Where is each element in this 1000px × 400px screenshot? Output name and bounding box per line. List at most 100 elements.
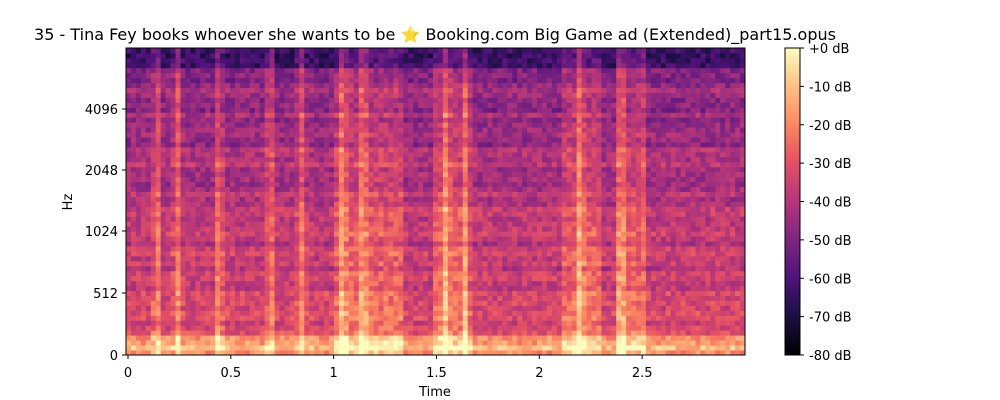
- heatmap-cell: [274, 48, 280, 54]
- heatmap-cell: [338, 300, 345, 306]
- heatmap-cell: [383, 191, 389, 197]
- heatmap-cell: [413, 107, 419, 113]
- heatmap-cell: [497, 241, 503, 247]
- heatmap-cell: [447, 171, 454, 178]
- heatmap-cell: [457, 300, 464, 306]
- heatmap-cell: [155, 325, 162, 331]
- heatmap-cell: [403, 325, 409, 331]
- heatmap-cell: [353, 92, 360, 98]
- heatmap-cell: [413, 350, 419, 355]
- heatmap-cell: [160, 216, 167, 222]
- heatmap-cell: [368, 201, 374, 207]
- heatmap-cell: [140, 127, 147, 133]
- heatmap-cell: [502, 216, 508, 222]
- heatmap-cell: [522, 285, 528, 292]
- heatmap-cell: [234, 186, 241, 192]
- heatmap-cell: [373, 142, 379, 148]
- heatmap-cell: [457, 196, 464, 202]
- heatmap-cell: [299, 305, 305, 311]
- heatmap-cell: [135, 142, 142, 148]
- heatmap-cell: [289, 241, 295, 247]
- heatmap-cell: [319, 340, 325, 346]
- heatmap-cell: [135, 112, 142, 118]
- heatmap-cell: [140, 112, 147, 118]
- heatmap-cell: [215, 280, 221, 287]
- heatmap-cell: [462, 166, 469, 173]
- heatmap-cell: [343, 255, 350, 262]
- heatmap-cell: [398, 290, 404, 296]
- heatmap-cell: [477, 67, 483, 74]
- heatmap-cell: [492, 231, 498, 237]
- heatmap-cell: [457, 62, 464, 69]
- heatmap-cell: [452, 236, 459, 242]
- heatmap-cell: [343, 57, 350, 64]
- heatmap-cell: [150, 82, 157, 89]
- heatmap-cell: [215, 97, 221, 103]
- heatmap-cell: [284, 320, 290, 326]
- heatmap-cell: [383, 216, 389, 222]
- heatmap-cell: [145, 255, 152, 262]
- heatmap-cell: [353, 147, 360, 153]
- heatmap-cell: [145, 87, 152, 93]
- heatmap-cell: [314, 117, 320, 123]
- heatmap-cell: [130, 345, 137, 351]
- heatmap-cell: [512, 290, 518, 296]
- heatmap-cell: [497, 320, 503, 326]
- heatmap-cell: [497, 48, 503, 54]
- heatmap-cell: [140, 176, 147, 183]
- heatmap-cell: [428, 156, 434, 163]
- heatmap-cell: [343, 67, 350, 74]
- heatmap-cell: [314, 151, 320, 158]
- heatmap-cell: [507, 246, 513, 252]
- heatmap-cell: [264, 246, 271, 252]
- heatmap-cell: [497, 310, 503, 316]
- heatmap-cell: [398, 300, 404, 306]
- heatmap-cell: [225, 305, 231, 311]
- heatmap-cell: [135, 265, 142, 272]
- heatmap-cell: [160, 310, 167, 316]
- heatmap-cell: [259, 320, 266, 326]
- heatmap-cell: [190, 251, 196, 257]
- heatmap-cell: [408, 48, 414, 54]
- heatmap-cell: [284, 171, 290, 178]
- heatmap-cell: [205, 102, 211, 108]
- heatmap-cell: [126, 280, 132, 287]
- heatmap-cell: [467, 147, 474, 153]
- heatmap-cell: [126, 132, 132, 138]
- heatmap-cell: [304, 151, 310, 158]
- heatmap-cell: [190, 72, 196, 79]
- heatmap-cell: [289, 117, 295, 123]
- heatmap-cell: [229, 315, 236, 321]
- heatmap-cell: [477, 122, 483, 128]
- heatmap-cell: [274, 241, 280, 247]
- heatmap-cell: [467, 251, 474, 257]
- heatmap-cell: [160, 226, 167, 232]
- heatmap-cell: [180, 206, 186, 212]
- heatmap-cell: [487, 226, 493, 232]
- heatmap-cell: [160, 236, 167, 242]
- heatmap-cell: [126, 216, 132, 222]
- heatmap-cell: [517, 107, 523, 113]
- heatmap-cell: [353, 156, 360, 163]
- heatmap-cell: [368, 122, 374, 128]
- heatmap-cell: [220, 246, 226, 252]
- heatmap-cell: [304, 206, 310, 212]
- heatmap-cell: [234, 315, 241, 321]
- heatmap-cell: [304, 77, 310, 84]
- heatmap-cell: [299, 280, 305, 287]
- heatmap-cell: [522, 241, 528, 247]
- heatmap-cell: [442, 132, 449, 138]
- heatmap-cell: [333, 226, 340, 232]
- heatmap-cell: [130, 206, 137, 212]
- heatmap-cell: [319, 241, 325, 247]
- heatmap-cell: [477, 137, 483, 143]
- heatmap-cell: [274, 62, 280, 69]
- heatmap-cell: [433, 176, 439, 183]
- heatmap-cell: [195, 255, 201, 262]
- heatmap-cell: [333, 122, 340, 128]
- heatmap-cell: [234, 92, 241, 98]
- heatmap-cell: [234, 107, 241, 113]
- heatmap-cell: [244, 151, 251, 158]
- heatmap-cell: [210, 285, 216, 292]
- heatmap-cell: [190, 62, 196, 69]
